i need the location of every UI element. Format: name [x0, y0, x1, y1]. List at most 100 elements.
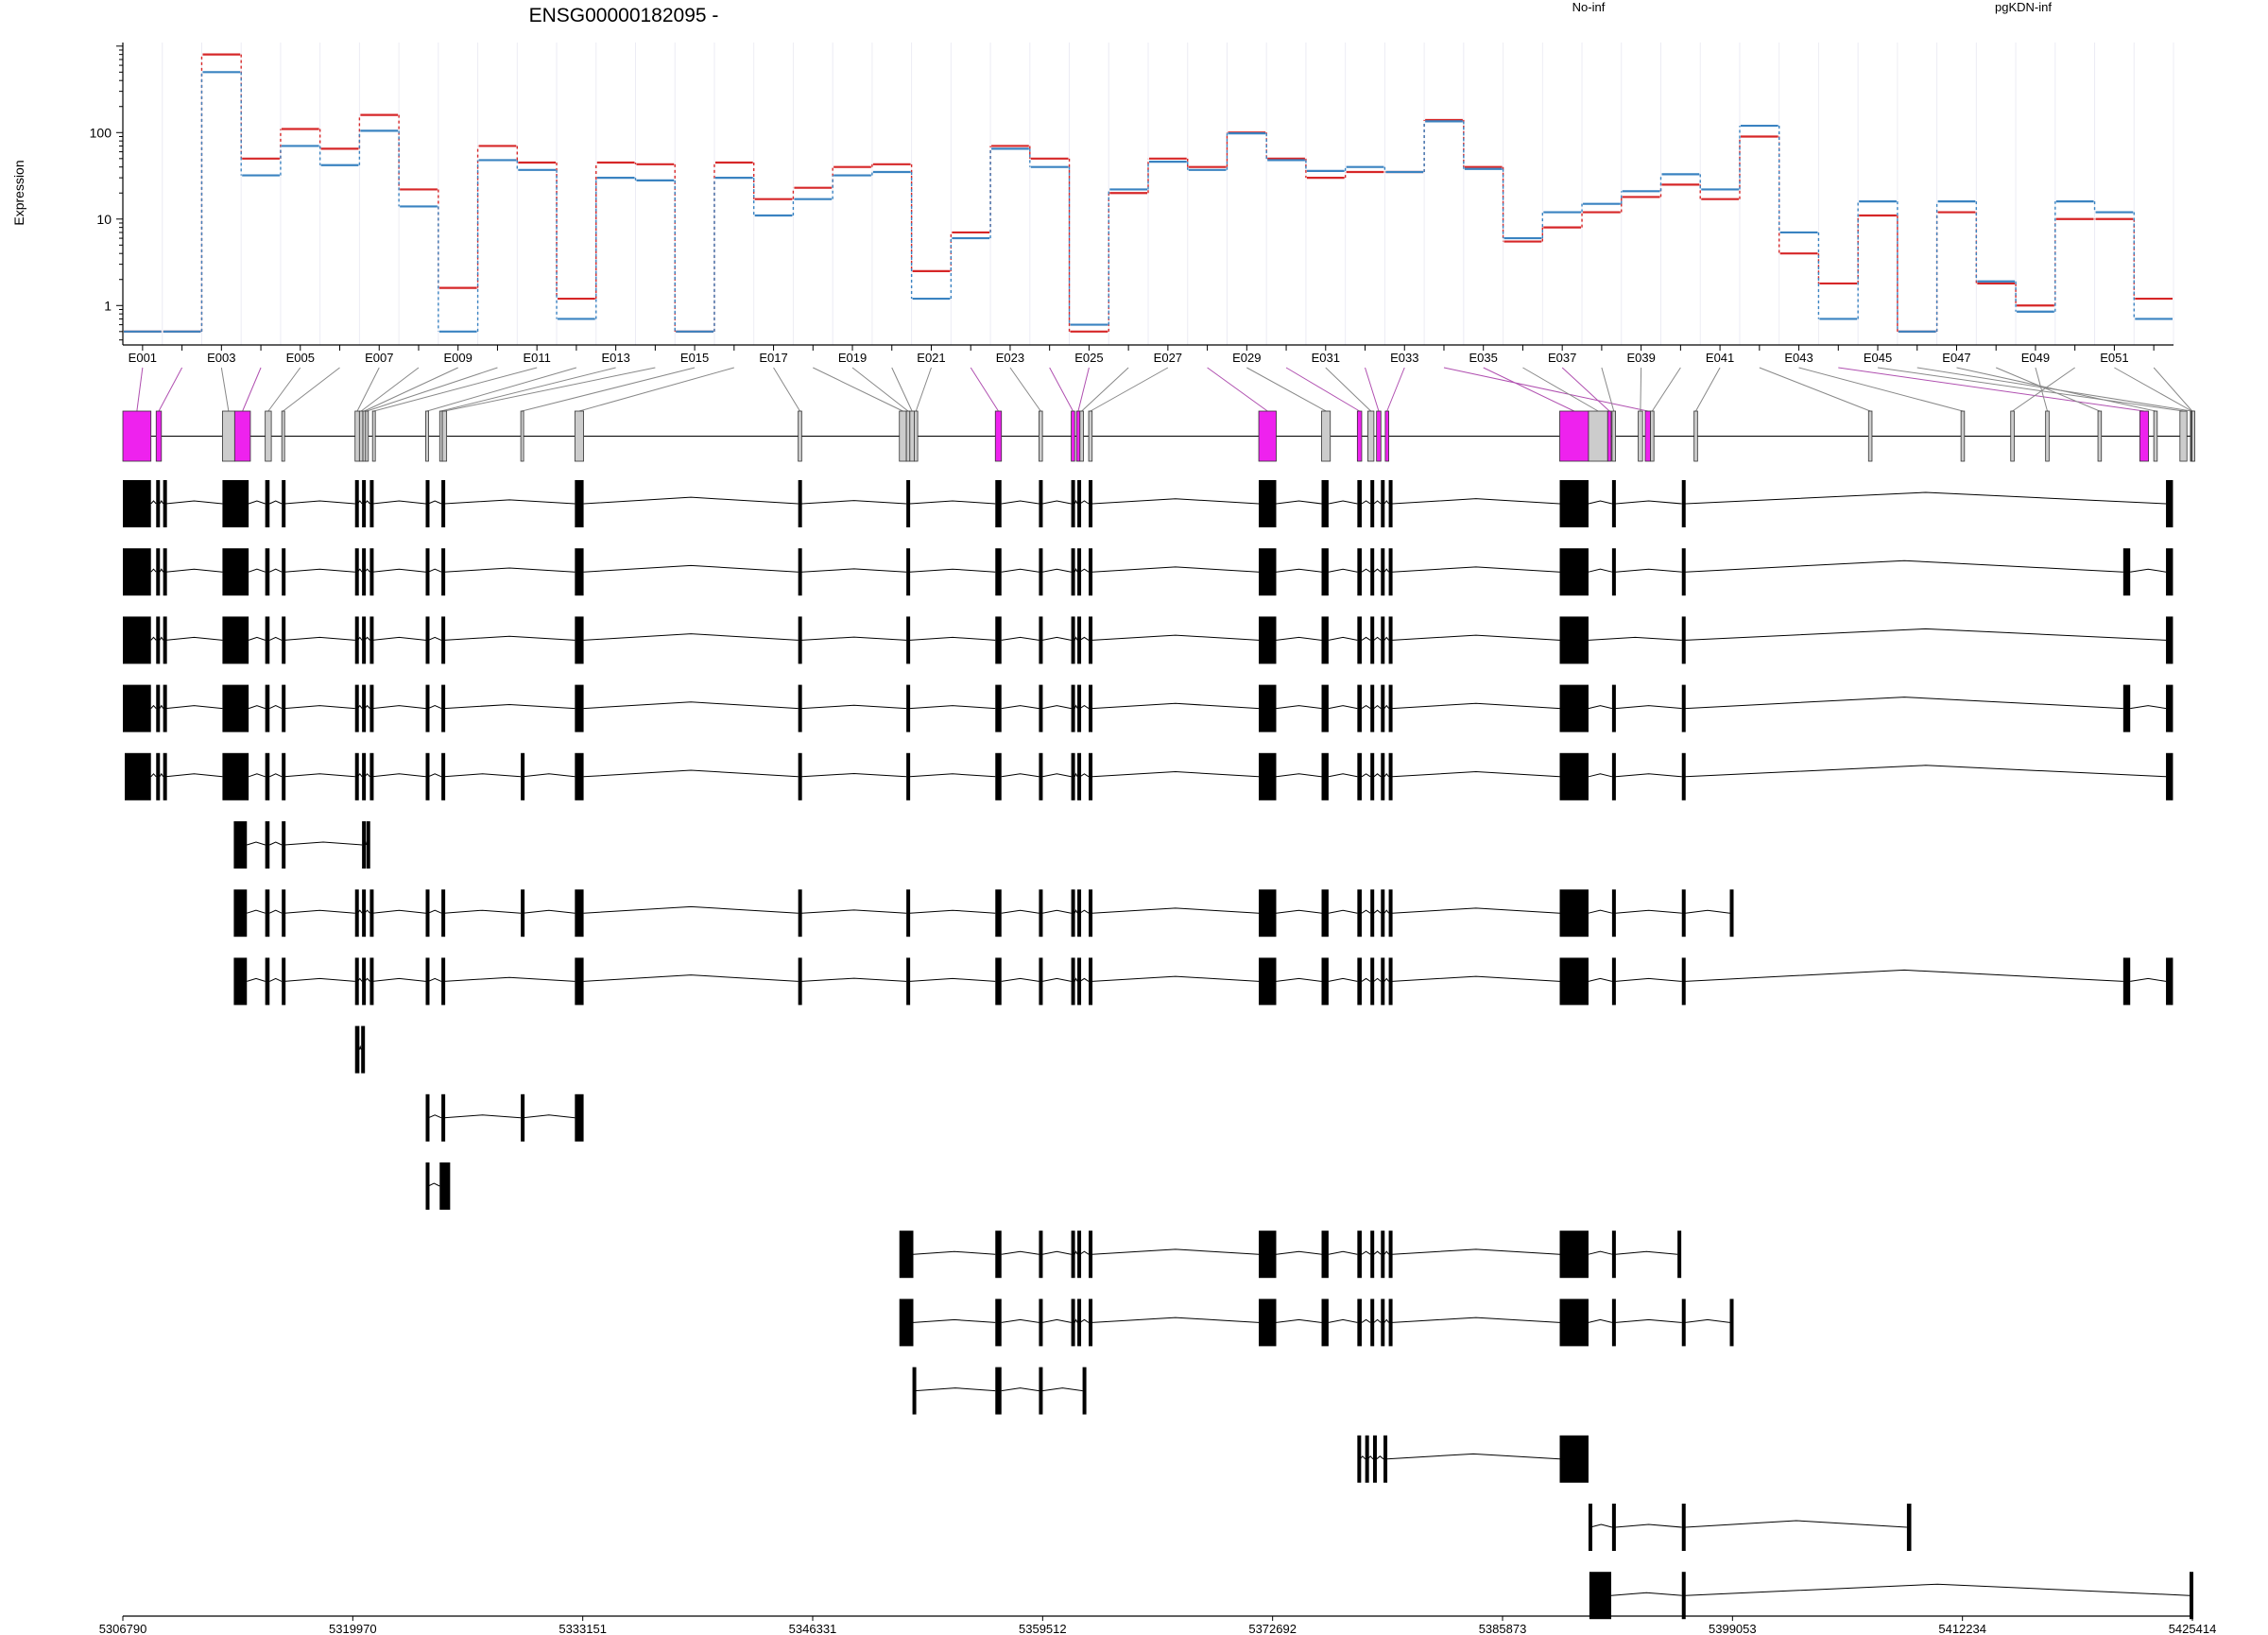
intron [1328, 909, 1358, 914]
intron [1091, 702, 1260, 710]
intron [523, 1114, 576, 1119]
exon-block [1681, 616, 1686, 664]
x-tick-label: E039 [1626, 351, 1655, 365]
intron [1361, 568, 1371, 573]
exon-block [2166, 616, 2174, 664]
exon-block [1729, 1299, 1734, 1347]
intron [443, 1114, 522, 1119]
exon-link [1601, 367, 1615, 412]
exon-block [575, 480, 584, 527]
exon-block [163, 480, 167, 527]
exon-region-highlighted [1559, 410, 1589, 462]
transcript-row [1588, 1504, 1912, 1551]
exon-block [575, 1093, 584, 1142]
exon-block [995, 1367, 1002, 1415]
exon-block [1259, 1299, 1277, 1347]
exon-block [1039, 1231, 1043, 1279]
intron [1685, 1318, 1730, 1323]
exon-block [1388, 1299, 1393, 1347]
exon-link [2114, 367, 2192, 412]
intron [523, 773, 576, 778]
intron [1074, 1250, 1078, 1255]
intron [372, 636, 426, 641]
exon-block [798, 480, 802, 527]
exon-block [362, 480, 367, 527]
exon-block [1357, 480, 1362, 527]
exon-block [575, 548, 584, 596]
intron [1386, 1453, 1560, 1460]
exon-region [425, 410, 429, 462]
intron [248, 636, 266, 641]
intron [1074, 568, 1078, 573]
transcript-row [233, 889, 1734, 938]
exon-block [233, 957, 248, 1006]
exon-link-lines [136, 367, 2193, 412]
intron [1685, 1520, 1907, 1528]
exon-block [222, 548, 249, 596]
exon-block [1077, 889, 1082, 938]
exon-block [1611, 752, 1616, 800]
intron [801, 977, 907, 982]
exon-block [1906, 1504, 1912, 1551]
exon-block [1370, 752, 1375, 800]
intron [1392, 770, 1560, 778]
exon-link [367, 367, 498, 412]
exon-region [358, 410, 364, 462]
intron [801, 704, 907, 710]
series-layer [124, 53, 2173, 333]
exon-block [425, 957, 430, 1006]
intron [1373, 977, 1382, 982]
exon-block [575, 616, 584, 664]
intron [428, 636, 442, 641]
intron [1091, 771, 1260, 778]
exon-block [1611, 1231, 1616, 1279]
exon-block [425, 616, 430, 664]
exon-region [1611, 410, 1616, 462]
intron [1383, 636, 1389, 641]
intron [1042, 773, 1072, 778]
intron [1383, 772, 1389, 778]
intron [1383, 909, 1389, 914]
exon-link [1838, 367, 2145, 412]
intron [1361, 1250, 1371, 1255]
intron [1091, 1248, 1260, 1255]
intron [1001, 1250, 1040, 1255]
exon-block [282, 684, 286, 732]
intron [1392, 634, 1560, 641]
exon-block [222, 684, 249, 732]
genome-tick-label: 5333151 [558, 1622, 607, 1635]
intron [1079, 705, 1090, 710]
intron [443, 976, 576, 982]
exon-block [123, 548, 151, 596]
exon-block [1559, 616, 1589, 664]
exon-block [1381, 480, 1385, 527]
intron [284, 841, 363, 846]
exon-block [1321, 1231, 1329, 1279]
intron [247, 841, 266, 846]
intron [1361, 500, 1371, 505]
intron [909, 773, 996, 778]
intron [1091, 1317, 1260, 1323]
exon-block [156, 480, 161, 527]
exon-region [1693, 410, 1698, 462]
x-tick-label: E027 [1154, 351, 1182, 365]
exon-block [282, 616, 286, 664]
exon-block [425, 548, 430, 596]
exon-block [2122, 957, 2131, 1006]
intron [2130, 568, 2167, 573]
x-tick-label: E043 [1784, 351, 1813, 365]
exon-block [369, 684, 374, 732]
intron [1361, 1318, 1371, 1323]
intron [1042, 568, 1072, 573]
exon-block [1321, 548, 1329, 596]
exon-link [1759, 367, 1871, 412]
exon-region [1588, 410, 1608, 462]
genome-tick-label: 5319970 [329, 1622, 377, 1635]
exon-region [1367, 410, 1375, 462]
transcript-row [425, 1093, 584, 1142]
intron [1091, 566, 1260, 573]
exon-block [1082, 1367, 1087, 1415]
intron [1042, 705, 1072, 710]
exon-block [521, 752, 525, 800]
exon-block [798, 752, 802, 800]
